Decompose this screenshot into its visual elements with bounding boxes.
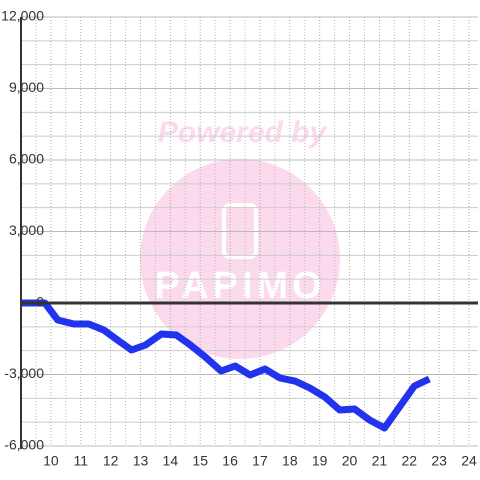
y-tick-label: 12,000: [1, 8, 44, 24]
x-tick-label: 23: [431, 453, 447, 469]
x-tick-label: 12: [103, 453, 119, 469]
x-tick-label: 24: [461, 453, 477, 469]
y-tick-label: 3,000: [9, 222, 44, 238]
x-tick-label: 22: [402, 453, 418, 469]
line: [21, 299, 431, 432]
watermark-logo: PAPIMO: [154, 265, 325, 307]
plot: [21, 299, 431, 432]
x-tick-label: 11: [73, 453, 88, 469]
x-tick-label: 17: [252, 453, 268, 469]
x-tick-label: 13: [133, 453, 149, 469]
x-tick-label: 16: [222, 453, 238, 469]
x-tick-label: 15: [192, 453, 208, 469]
x-tick-label: 14: [163, 453, 179, 469]
watermark-text: Powered by: [158, 116, 328, 149]
x-tick-label: 21: [372, 453, 388, 469]
x-tick-label: 10: [43, 453, 59, 469]
x-tick-label: 20: [342, 453, 358, 469]
x-tick-label: 19: [312, 453, 328, 469]
y-tick-label: -3,000: [4, 365, 44, 381]
y-tick-label: -6,000: [4, 437, 44, 453]
grid: [21, 16, 478, 447]
y-tick-label: 6,000: [9, 151, 44, 167]
x-tick-label: 18: [282, 453, 298, 469]
y-tick-label: 9,000: [9, 79, 44, 95]
